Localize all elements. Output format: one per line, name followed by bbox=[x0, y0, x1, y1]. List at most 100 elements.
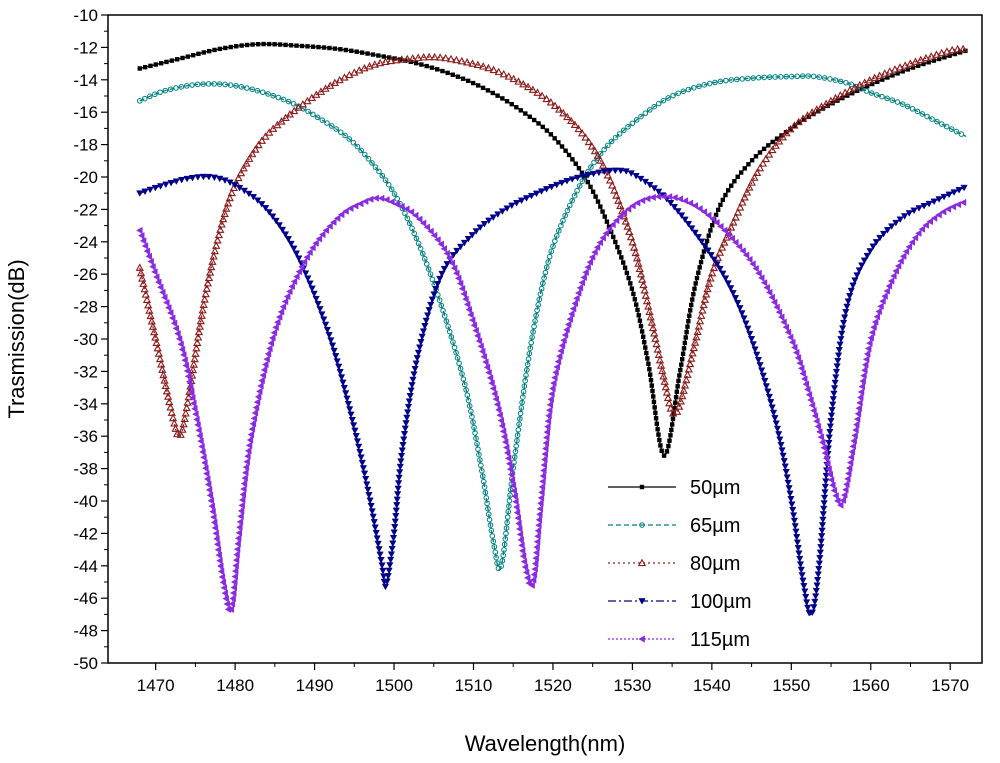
data-point bbox=[530, 329, 536, 335]
data-point bbox=[915, 229, 922, 237]
data-point bbox=[400, 431, 409, 438]
data-point bbox=[821, 483, 829, 491]
data-point bbox=[244, 42, 250, 48]
data-point bbox=[351, 427, 359, 435]
data-point bbox=[620, 127, 627, 134]
data-point bbox=[550, 101, 560, 110]
data-point bbox=[135, 263, 144, 271]
data-point bbox=[480, 85, 486, 91]
data-point bbox=[485, 217, 493, 225]
data-point bbox=[394, 480, 403, 487]
data-point bbox=[440, 307, 446, 314]
data-point bbox=[491, 543, 498, 550]
data-point bbox=[482, 489, 489, 496]
data-point bbox=[250, 42, 255, 47]
data-point bbox=[517, 536, 524, 544]
data-point bbox=[243, 458, 250, 466]
data-point bbox=[670, 204, 678, 211]
data-point bbox=[932, 50, 941, 58]
data-point bbox=[183, 83, 190, 89]
data-point bbox=[451, 344, 458, 351]
data-point bbox=[708, 268, 717, 277]
data-point bbox=[238, 501, 245, 510]
data-point bbox=[503, 449, 511, 457]
data-point bbox=[515, 525, 523, 533]
data-point bbox=[655, 355, 665, 364]
data-point bbox=[561, 331, 569, 339]
data-point bbox=[137, 66, 142, 71]
data-point bbox=[567, 116, 576, 125]
data-point bbox=[300, 258, 308, 266]
data-point bbox=[789, 512, 798, 519]
data-point bbox=[926, 60, 931, 65]
data-point bbox=[682, 375, 691, 384]
data-point bbox=[590, 146, 600, 155]
data-point bbox=[372, 164, 379, 170]
data-point bbox=[394, 196, 401, 202]
data-point bbox=[480, 221, 489, 228]
data-point bbox=[579, 173, 587, 180]
data-point bbox=[808, 401, 816, 409]
data-point bbox=[569, 305, 577, 313]
data-point bbox=[576, 284, 584, 292]
data-point bbox=[539, 472, 547, 480]
data-point bbox=[322, 226, 330, 234]
data-point bbox=[159, 370, 168, 379]
data-point bbox=[602, 214, 607, 219]
data-point bbox=[359, 465, 368, 472]
data-point bbox=[336, 369, 344, 376]
data-point bbox=[821, 489, 829, 496]
data-point bbox=[175, 335, 183, 343]
y-tick-label: -14 bbox=[73, 71, 98, 90]
data-point bbox=[425, 52, 434, 61]
data-point bbox=[386, 562, 394, 569]
data-point bbox=[574, 289, 582, 297]
data-point bbox=[758, 367, 766, 374]
data-point bbox=[558, 222, 564, 229]
data-point bbox=[695, 316, 705, 325]
data-point bbox=[958, 44, 968, 53]
data-point bbox=[392, 56, 397, 61]
data-point bbox=[414, 349, 423, 357]
y-tick-label: -40 bbox=[73, 492, 98, 511]
data-point bbox=[454, 274, 462, 282]
data-point bbox=[905, 67, 911, 72]
series-layer bbox=[135, 41, 968, 617]
data-point bbox=[540, 461, 548, 469]
data-point bbox=[775, 431, 783, 438]
data-point bbox=[209, 507, 216, 516]
data-point bbox=[140, 284, 149, 293]
data-point bbox=[245, 441, 253, 450]
data-point bbox=[745, 183, 754, 191]
data-point bbox=[425, 307, 433, 314]
data-point bbox=[826, 470, 834, 479]
data-point bbox=[904, 103, 911, 110]
data-point bbox=[475, 337, 483, 345]
data-point bbox=[596, 156, 605, 164]
data-point bbox=[897, 257, 904, 265]
data-point bbox=[404, 403, 413, 411]
data-point bbox=[383, 196, 390, 204]
data-point bbox=[419, 328, 428, 335]
data-point bbox=[214, 546, 222, 554]
y-tick-label: -48 bbox=[73, 622, 98, 641]
data-point bbox=[843, 79, 849, 86]
data-point bbox=[638, 113, 644, 120]
data-point bbox=[421, 323, 429, 330]
data-point bbox=[858, 382, 866, 391]
data-point bbox=[471, 424, 477, 431]
data-point bbox=[406, 220, 413, 227]
data-point bbox=[879, 230, 888, 238]
data-point bbox=[261, 132, 270, 140]
data-point bbox=[911, 234, 919, 242]
data-point bbox=[332, 353, 340, 360]
data-point bbox=[507, 492, 513, 499]
series-line bbox=[139, 48, 967, 437]
data-point bbox=[370, 519, 378, 526]
data-point bbox=[354, 49, 359, 54]
data-point bbox=[676, 397, 685, 405]
data-point bbox=[395, 474, 403, 482]
data-point bbox=[251, 145, 260, 153]
data-point bbox=[504, 72, 513, 80]
data-point bbox=[205, 81, 212, 87]
